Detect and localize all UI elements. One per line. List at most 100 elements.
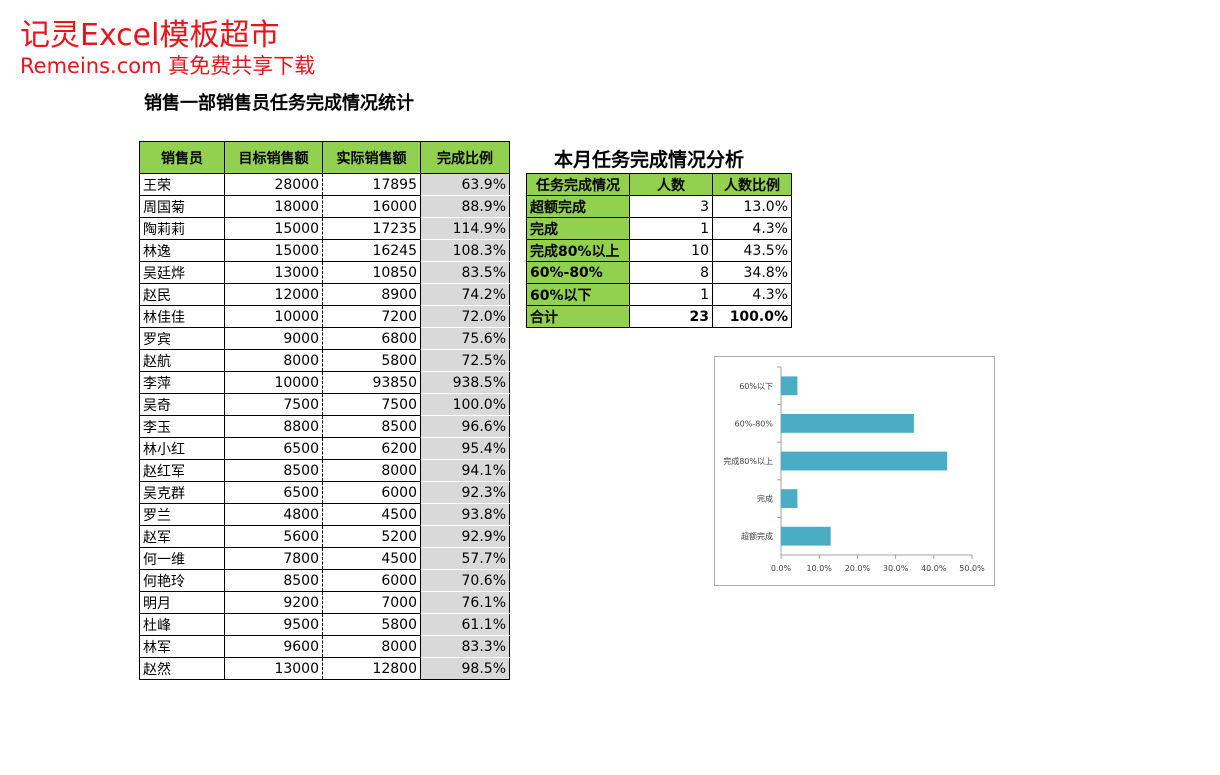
count-cell[interactable]: 10 — [629, 239, 713, 262]
target-cell[interactable]: 13000 — [224, 657, 323, 680]
actual-cell[interactable]: 7000 — [322, 591, 421, 614]
actual-cell[interactable]: 7500 — [322, 393, 421, 416]
salesperson-cell[interactable]: 吴廷烨 — [139, 261, 225, 284]
target-cell[interactable]: 8500 — [224, 569, 323, 592]
target-cell[interactable]: 9000 — [224, 327, 323, 350]
salesperson-cell[interactable]: 林逸 — [139, 239, 225, 262]
count-cell[interactable]: 1 — [629, 283, 713, 306]
ratio-cell[interactable]: 114.9% — [420, 217, 510, 240]
count-cell[interactable]: 1 — [629, 217, 713, 240]
target-cell[interactable]: 18000 — [224, 195, 323, 218]
count-ratio-cell[interactable]: 43.5% — [712, 239, 792, 262]
count-ratio-cell[interactable]: 34.8% — [712, 261, 792, 284]
ratio-cell[interactable]: 108.3% — [420, 239, 510, 262]
target-cell[interactable]: 9500 — [224, 613, 323, 636]
actual-cell[interactable]: 5800 — [322, 349, 421, 372]
salesperson-cell[interactable]: 赵红军 — [139, 459, 225, 482]
salesperson-cell[interactable]: 陶莉莉 — [139, 217, 225, 240]
count-ratio-cell[interactable]: 4.3% — [712, 283, 792, 306]
salesperson-cell[interactable]: 王荣 — [139, 173, 225, 196]
ratio-cell[interactable]: 100.0% — [420, 393, 510, 416]
salesperson-cell[interactable]: 赵航 — [139, 349, 225, 372]
salesperson-cell[interactable]: 杜峰 — [139, 613, 225, 636]
salesperson-cell[interactable]: 罗宾 — [139, 327, 225, 350]
salesperson-cell[interactable]: 周国菊 — [139, 195, 225, 218]
count-ratio-cell[interactable]: 4.3% — [712, 217, 792, 240]
salesperson-cell[interactable]: 李萍 — [139, 371, 225, 394]
target-cell[interactable]: 10000 — [224, 371, 323, 394]
salesperson-cell[interactable]: 罗兰 — [139, 503, 225, 526]
salesperson-cell[interactable]: 何一维 — [139, 547, 225, 570]
target-cell[interactable]: 28000 — [224, 173, 323, 196]
status-cell[interactable]: 超额完成 — [526, 195, 630, 218]
salesperson-cell[interactable]: 赵然 — [139, 657, 225, 680]
target-cell[interactable]: 6500 — [224, 437, 323, 460]
actual-cell[interactable]: 8000 — [322, 459, 421, 482]
ratio-cell[interactable]: 98.5% — [420, 657, 510, 680]
ratio-cell[interactable]: 76.1% — [420, 591, 510, 614]
ratio-cell[interactable]: 70.6% — [420, 569, 510, 592]
completion-bar-chart[interactable]: 超额完成 完成 完成80%以上 60%-80% 60%以下 0.0% 10.0% 20.0% 3… — [714, 356, 995, 586]
actual-cell[interactable]: 6800 — [322, 327, 421, 350]
salesperson-cell[interactable]: 林军 — [139, 635, 225, 658]
salesperson-cell[interactable]: 何艳玲 — [139, 569, 225, 592]
actual-cell[interactable]: 8500 — [322, 415, 421, 438]
ratio-cell[interactable]: 61.1% — [420, 613, 510, 636]
actual-cell[interactable]: 10850 — [322, 261, 421, 284]
actual-cell[interactable]: 6000 — [322, 481, 421, 504]
status-cell[interactable]: 完成80%以上 — [526, 239, 630, 262]
target-cell[interactable]: 15000 — [224, 239, 323, 262]
salesperson-cell[interactable]: 明月 — [139, 591, 225, 614]
target-cell[interactable]: 7800 — [224, 547, 323, 570]
target-cell[interactable]: 6500 — [224, 481, 323, 504]
ratio-cell[interactable]: 57.7% — [420, 547, 510, 570]
actual-cell[interactable]: 6200 — [322, 437, 421, 460]
actual-cell[interactable]: 12800 — [322, 657, 421, 680]
ratio-cell[interactable]: 94.1% — [420, 459, 510, 482]
salesperson-cell[interactable]: 李玉 — [139, 415, 225, 438]
actual-cell[interactable]: 8900 — [322, 283, 421, 306]
salesperson-cell[interactable]: 林佳佳 — [139, 305, 225, 328]
actual-cell[interactable]: 5200 — [322, 525, 421, 548]
target-cell[interactable]: 9600 — [224, 635, 323, 658]
ratio-cell[interactable]: 83.5% — [420, 261, 510, 284]
salesperson-cell[interactable]: 林小红 — [139, 437, 225, 460]
actual-cell[interactable]: 5800 — [322, 613, 421, 636]
target-cell[interactable]: 9200 — [224, 591, 323, 614]
ratio-cell[interactable]: 96.6% — [420, 415, 510, 438]
actual-cell[interactable]: 16000 — [322, 195, 421, 218]
salesperson-cell[interactable]: 吴奇 — [139, 393, 225, 416]
target-cell[interactable]: 5600 — [224, 525, 323, 548]
salesperson-cell[interactable]: 吴克群 — [139, 481, 225, 504]
actual-cell[interactable]: 16245 — [322, 239, 421, 262]
actual-cell[interactable]: 8000 — [322, 635, 421, 658]
ratio-cell[interactable]: 93.8% — [420, 503, 510, 526]
count-ratio-cell[interactable]: 13.0% — [712, 195, 792, 218]
target-cell[interactable]: 13000 — [224, 261, 323, 284]
ratio-cell[interactable]: 938.5% — [420, 371, 510, 394]
ratio-cell[interactable]: 72.5% — [420, 349, 510, 372]
ratio-cell[interactable]: 95.4% — [420, 437, 510, 460]
ratio-cell[interactable]: 92.3% — [420, 481, 510, 504]
actual-cell[interactable]: 93850 — [322, 371, 421, 394]
count-cell[interactable]: 3 — [629, 195, 713, 218]
status-cell[interactable]: 60%-80% — [526, 261, 630, 284]
actual-cell[interactable]: 17235 — [322, 217, 421, 240]
actual-cell[interactable]: 7200 — [322, 305, 421, 328]
actual-cell[interactable]: 4500 — [322, 503, 421, 526]
status-cell[interactable]: 完成 — [526, 217, 630, 240]
ratio-cell[interactable]: 72.0% — [420, 305, 510, 328]
salesperson-cell[interactable]: 赵民 — [139, 283, 225, 306]
target-cell[interactable]: 12000 — [224, 283, 323, 306]
ratio-cell[interactable]: 74.2% — [420, 283, 510, 306]
target-cell[interactable]: 4800 — [224, 503, 323, 526]
status-cell[interactable]: 60%以下 — [526, 283, 630, 306]
ratio-cell[interactable]: 75.6% — [420, 327, 510, 350]
ratio-cell[interactable]: 63.9% — [420, 173, 510, 196]
target-cell[interactable]: 15000 — [224, 217, 323, 240]
target-cell[interactable]: 7500 — [224, 393, 323, 416]
actual-cell[interactable]: 6000 — [322, 569, 421, 592]
count-cell[interactable]: 8 — [629, 261, 713, 284]
actual-cell[interactable]: 4500 — [322, 547, 421, 570]
salesperson-cell[interactable]: 赵军 — [139, 525, 225, 548]
